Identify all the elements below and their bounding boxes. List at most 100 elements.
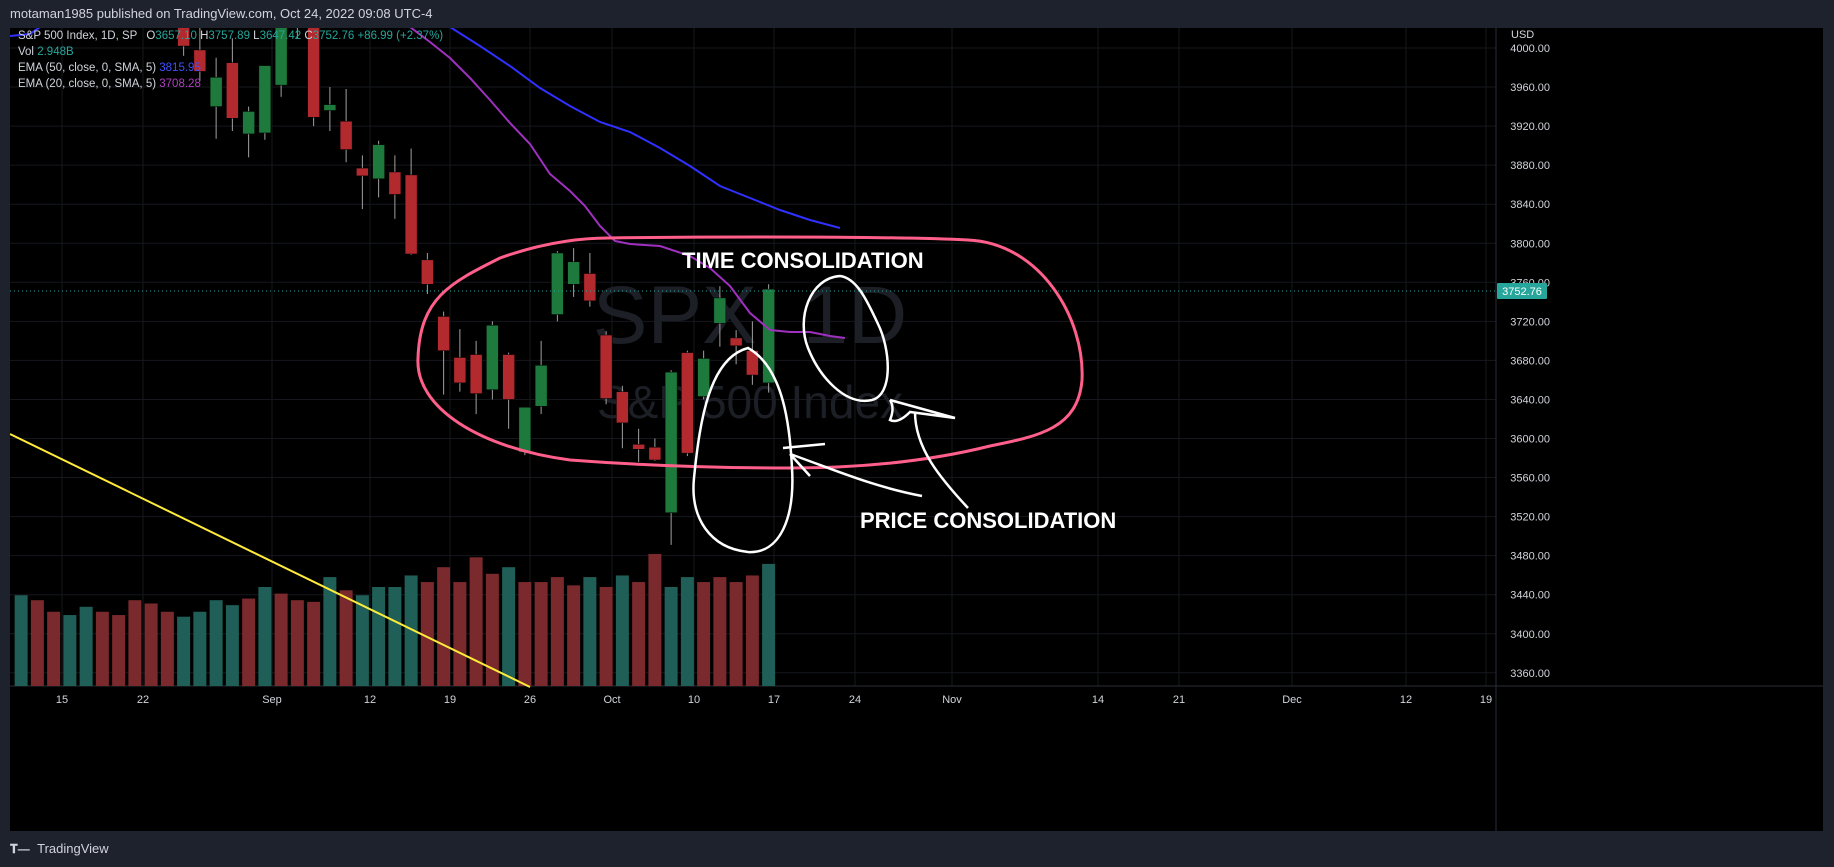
volume-bar — [437, 567, 451, 686]
candle-body — [583, 273, 597, 302]
y-tick-label: 3840.00 — [1510, 199, 1550, 211]
legend-o-value: 3657.10 — [155, 30, 197, 42]
legend-c-value: 3752.76 — [312, 30, 355, 42]
volume-bar — [177, 616, 191, 686]
legend-ema50: EMA (50, close, 0, SMA, 5) 3815.95 — [18, 62, 201, 74]
last-price-tag — [1497, 283, 1547, 299]
candle[interactable] — [664, 370, 678, 545]
volume-bar — [209, 600, 223, 686]
legend-ema20-label: EMA (20, close, 0, SMA, 5) — [18, 78, 157, 90]
candle-body — [697, 358, 710, 397]
candle[interactable] — [437, 311, 450, 395]
candle[interactable] — [453, 329, 467, 392]
candle[interactable] — [372, 140, 385, 198]
candle[interactable] — [681, 350, 694, 457]
candle-body — [193, 49, 207, 72]
y-tick-label: 3720.00 — [1510, 316, 1550, 328]
volume-bar — [762, 563, 776, 686]
volume-bar — [112, 615, 126, 686]
tradingview-logo-icon: 𝐓— — [10, 842, 30, 856]
candle[interactable] — [583, 253, 597, 307]
candle-body — [274, 28, 288, 86]
y-tick-label: 3960.00 — [1510, 82, 1550, 94]
candle-body — [534, 365, 548, 407]
volume-bar — [307, 601, 321, 686]
candle[interactable] — [177, 28, 190, 56]
volume-bar — [420, 582, 434, 686]
y-tick-label: 3520.00 — [1510, 512, 1550, 524]
volume-bar — [680, 577, 694, 686]
volume-bar — [583, 577, 597, 686]
x-tick-label: Sep — [262, 694, 282, 706]
candle[interactable] — [242, 106, 255, 158]
candle[interactable] — [567, 248, 580, 297]
legend-vol-value: 2.948B — [37, 46, 74, 58]
candle-body — [339, 120, 353, 150]
candle-body — [242, 111, 255, 135]
candle[interactable] — [697, 350, 710, 400]
volume-bar — [518, 582, 532, 686]
candle[interactable] — [323, 87, 337, 131]
volume-bar — [697, 582, 711, 686]
watermark-symbol: SPX, 1D — [593, 270, 907, 361]
candle[interactable] — [632, 428, 645, 462]
candle-body — [469, 354, 483, 394]
candle[interactable] — [258, 65, 272, 140]
watermark-name: S&P 500 Index — [597, 376, 903, 428]
legend-ema20: EMA (20, close, 0, SMA, 5) 3708.28 — [18, 78, 201, 90]
candlestick-chart[interactable]: SPX, 1D S&P 500 Index TIME CONSOLIDATION… — [10, 28, 1823, 831]
candle[interactable] — [599, 331, 613, 405]
y-tick-label: 3800.00 — [1510, 238, 1550, 250]
time-arrow — [888, 398, 969, 509]
candle[interactable] — [729, 330, 743, 365]
candle[interactable] — [534, 340, 548, 415]
y-tick-label: 3920.00 — [1510, 121, 1550, 133]
price-consolidation-label: PRICE CONSOLIDATION — [860, 508, 1116, 533]
chart-area[interactable]: SPX, 1D S&P 500 Index TIME CONSOLIDATION… — [10, 28, 1823, 831]
candle[interactable] — [469, 340, 483, 415]
y-tick-label: 3360.00 — [1510, 668, 1550, 680]
candle[interactable] — [551, 251, 564, 322]
volume-bar — [290, 600, 304, 686]
legend-ema50-label: EMA (50, close, 0, SMA, 5) — [18, 62, 157, 74]
candle[interactable] — [616, 385, 629, 449]
x-tick-label: 19 — [1480, 694, 1492, 706]
candle[interactable] — [209, 57, 223, 139]
x-tick-label: 22 — [137, 694, 149, 706]
candle[interactable] — [648, 438, 662, 461]
candle[interactable] — [226, 38, 239, 131]
volume-bar — [534, 582, 548, 686]
ema50-line — [10, 28, 841, 229]
legend-h-value: 3757.89 — [208, 30, 250, 42]
y-tick-label: 4000.00 — [1510, 43, 1550, 55]
candle[interactable] — [339, 89, 353, 163]
candle[interactable] — [502, 352, 515, 429]
publish-info: motaman1985 published on TradingView.com… — [0, 0, 1834, 28]
candle[interactable] — [356, 155, 369, 210]
volume-bar — [160, 611, 174, 686]
candle[interactable] — [421, 253, 434, 295]
candle[interactable] — [404, 148, 418, 255]
candle-body — [388, 171, 402, 195]
candle[interactable] — [518, 407, 532, 456]
y-tick-label: 3880.00 — [1510, 160, 1550, 172]
candle-body — [177, 28, 190, 47]
candle[interactable] — [388, 155, 402, 219]
candle-body — [258, 65, 272, 134]
y-tick-label: 3640.00 — [1510, 394, 1550, 406]
candle-body — [567, 261, 580, 285]
candle[interactable] — [746, 321, 759, 385]
candle[interactable] — [274, 28, 288, 97]
volume-bar — [355, 595, 369, 686]
volume-bar — [339, 590, 353, 686]
candle[interactable] — [193, 28, 207, 82]
candle[interactable] — [713, 286, 727, 347]
x-tick-label: Nov — [942, 694, 962, 706]
candle[interactable] — [307, 28, 320, 127]
candle-body — [404, 174, 418, 255]
candle[interactable] — [486, 321, 499, 400]
candle[interactable] — [291, 28, 303, 39]
volume-bar — [274, 593, 288, 686]
candle[interactable] — [762, 284, 775, 393]
candle-body — [632, 444, 645, 450]
